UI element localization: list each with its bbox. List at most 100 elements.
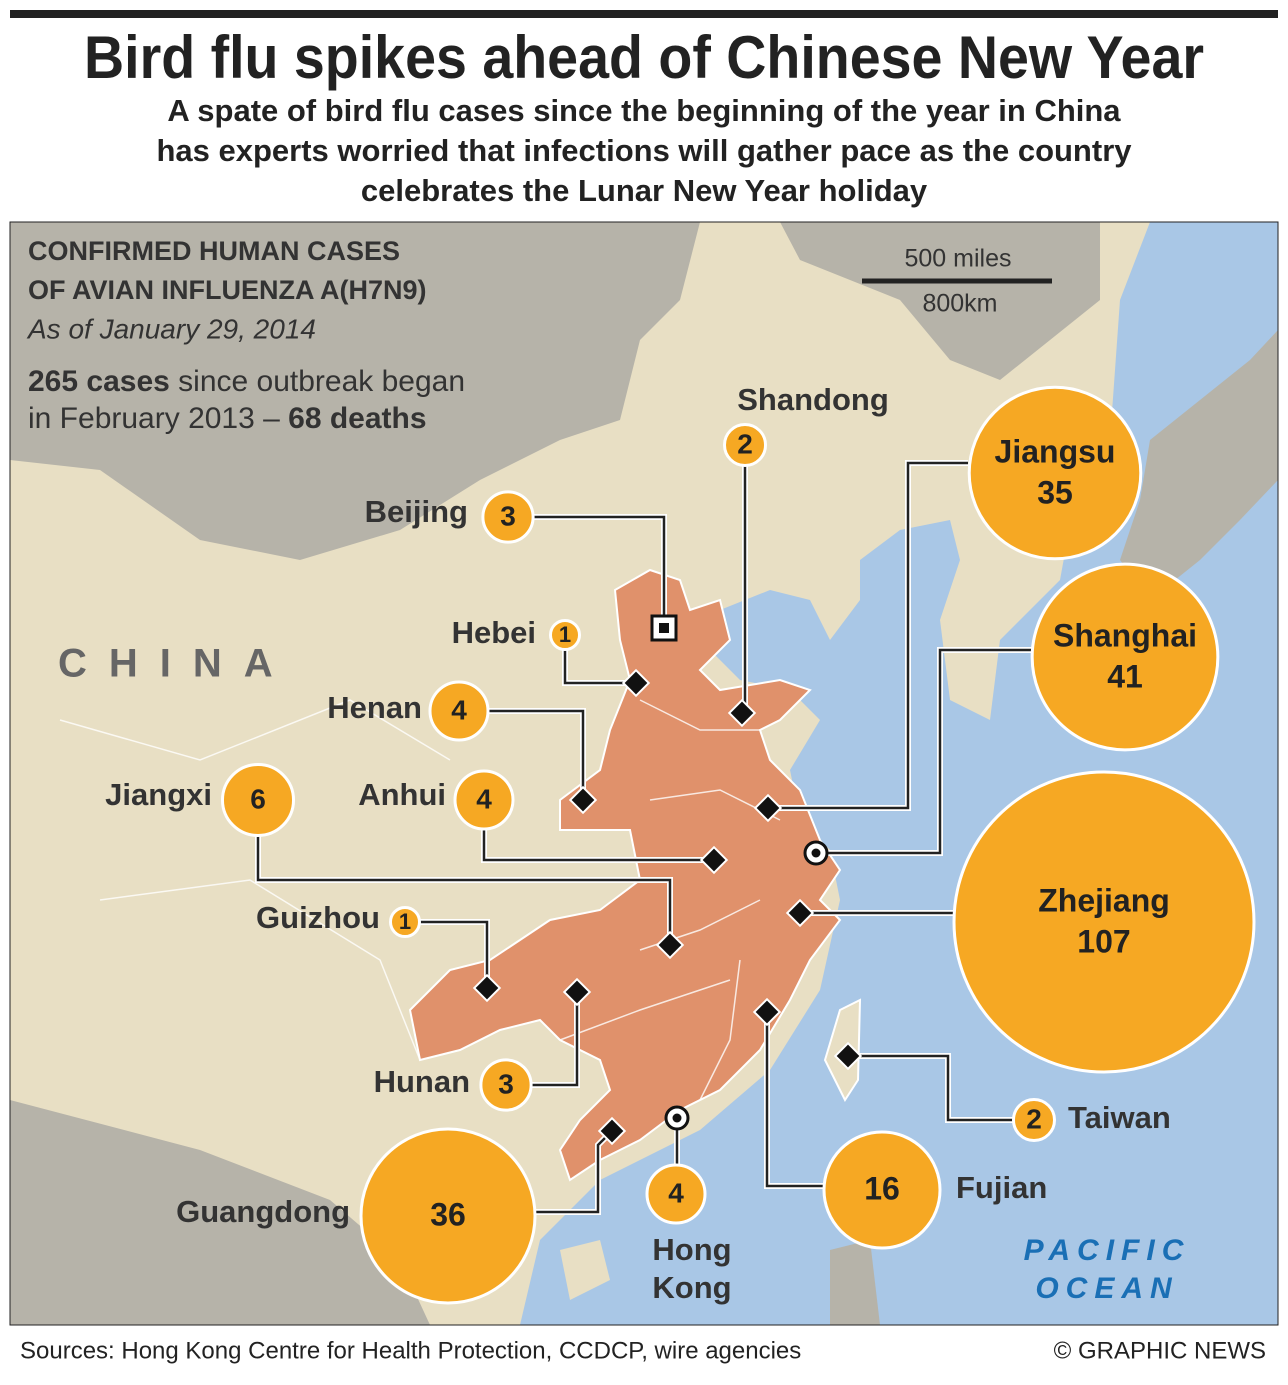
- province-name: Hebei: [452, 615, 536, 650]
- case-count: 41: [1107, 658, 1143, 694]
- leader-line: [528, 992, 579, 1087]
- case-bubble: [359, 1127, 537, 1305]
- province-name: Hunan: [374, 1064, 470, 1099]
- province-name: Guizhou: [256, 900, 380, 935]
- province-name: Jiangxi: [105, 777, 212, 812]
- case-bubble: [952, 770, 1256, 1074]
- leader-line: [768, 461, 968, 810]
- province-name: Zhejiang: [1038, 882, 1170, 918]
- case-bubble: [428, 680, 490, 742]
- sources: Sources: Hong Kong Centre for Health Pro…: [20, 1337, 801, 1364]
- province-name: Anhui: [358, 777, 446, 812]
- location-marker: [568, 785, 598, 815]
- case-bubble: [453, 769, 515, 831]
- province-name: Taiwan: [1068, 1100, 1171, 1135]
- info-summary: 265 cases since outbreak began: [28, 365, 465, 398]
- location-marker: [655, 930, 685, 960]
- case-bubble: [722, 422, 768, 468]
- case-count: 1: [559, 622, 571, 647]
- province-name: Jiangsu: [995, 433, 1116, 469]
- location-marker: [621, 668, 651, 698]
- southeast-asia: [10, 1100, 430, 1325]
- location-marker: [562, 977, 592, 1007]
- summary-part: since outbreak began: [170, 365, 465, 398]
- case-count: 4: [476, 783, 492, 814]
- case-bubble: [389, 906, 421, 938]
- info-heading: OF AVIAN INFLUENZA A(H7N9): [28, 275, 427, 305]
- province-name: Guangdong: [176, 1194, 350, 1229]
- case-count: 36: [430, 1196, 466, 1232]
- case-bubble: [1011, 1097, 1057, 1143]
- credit: © GRAPHIC NEWS: [1054, 1337, 1266, 1364]
- province-name: Fujian: [956, 1170, 1047, 1205]
- country-label: CHINA: [58, 642, 295, 686]
- top-bar: [10, 10, 1278, 18]
- case-count: 2: [1026, 1103, 1042, 1134]
- location-marker: [597, 1116, 627, 1146]
- border: [639, 699, 760, 731]
- leader-line: [530, 515, 666, 628]
- case-count: 3: [498, 1068, 514, 1099]
- city-marker-dot: [811, 848, 821, 858]
- case-bubble: [481, 490, 535, 544]
- case-bubble: [549, 619, 581, 651]
- summary-part: 68 deaths: [288, 402, 426, 435]
- case-count: 1: [399, 909, 411, 934]
- leader-line: [816, 648, 1040, 855]
- province-name: Kong: [652, 1270, 731, 1305]
- case-count: 35: [1037, 474, 1073, 510]
- border: [559, 979, 731, 1041]
- province-name: Shandong: [737, 382, 889, 417]
- leader-line: [484, 709, 585, 800]
- russia: [780, 222, 1100, 380]
- location-marker: [785, 898, 815, 928]
- info-summary: in February 2013 – 68 deaths: [28, 402, 427, 435]
- location-marker: [752, 997, 782, 1027]
- location-marker: [472, 973, 502, 1003]
- leader-line: [765, 1012, 825, 1188]
- affected-provinces: [408, 568, 842, 1182]
- capital-marker-dot: [659, 623, 669, 633]
- border: [699, 959, 741, 1101]
- case-bubble: [822, 1130, 942, 1250]
- case-count: 4: [451, 694, 467, 725]
- title: Bird flu spikes ahead of Chinese New Yea…: [84, 24, 1204, 91]
- subtitle: celebrates the Lunar New Year holiday: [361, 173, 928, 208]
- province-name: Henan: [327, 690, 422, 725]
- case-bubble: [967, 385, 1143, 561]
- map-frame: [9, 221, 1279, 1326]
- city-marker-dot: [672, 1113, 682, 1123]
- info-heading: CONFIRMED HUMAN CASES: [28, 236, 400, 266]
- ocean-label: OCEAN: [1035, 1272, 1178, 1305]
- summary-part: 265 cases: [28, 365, 170, 398]
- japan: [1120, 330, 1278, 600]
- border: [99, 879, 421, 1061]
- case-count: 4: [668, 1177, 684, 1208]
- province-name: Hong: [652, 1232, 731, 1267]
- scale-miles: 500 miles: [905, 245, 1012, 273]
- location-marker: [727, 698, 757, 728]
- location-marker: [753, 793, 783, 823]
- location-marker: [833, 1041, 863, 1071]
- case-count: 6: [250, 783, 266, 814]
- case-bubble: [220, 762, 296, 838]
- ocean-label: PACIFIC: [1024, 1234, 1191, 1267]
- mongolia: [10, 222, 700, 560]
- info-date: As of January 29, 2014: [26, 313, 316, 344]
- case-count: 3: [500, 500, 516, 531]
- philippines: [830, 1240, 880, 1325]
- province-name: Shanghai: [1053, 617, 1197, 653]
- case-bubble: [1030, 562, 1220, 752]
- subtitle: has experts worried that infections will…: [156, 133, 1132, 168]
- leader-line: [482, 825, 714, 862]
- subtitle: A spate of bird flu cases since the begi…: [167, 93, 1121, 128]
- leader-line: [417, 920, 489, 988]
- case-count: 16: [864, 1170, 900, 1206]
- case-bubble: [645, 1163, 707, 1225]
- province-name: Beijing: [365, 494, 468, 529]
- scale-km: 800km: [922, 290, 997, 318]
- leader-line: [256, 834, 672, 945]
- border: [59, 699, 451, 761]
- case-count: 2: [737, 428, 753, 459]
